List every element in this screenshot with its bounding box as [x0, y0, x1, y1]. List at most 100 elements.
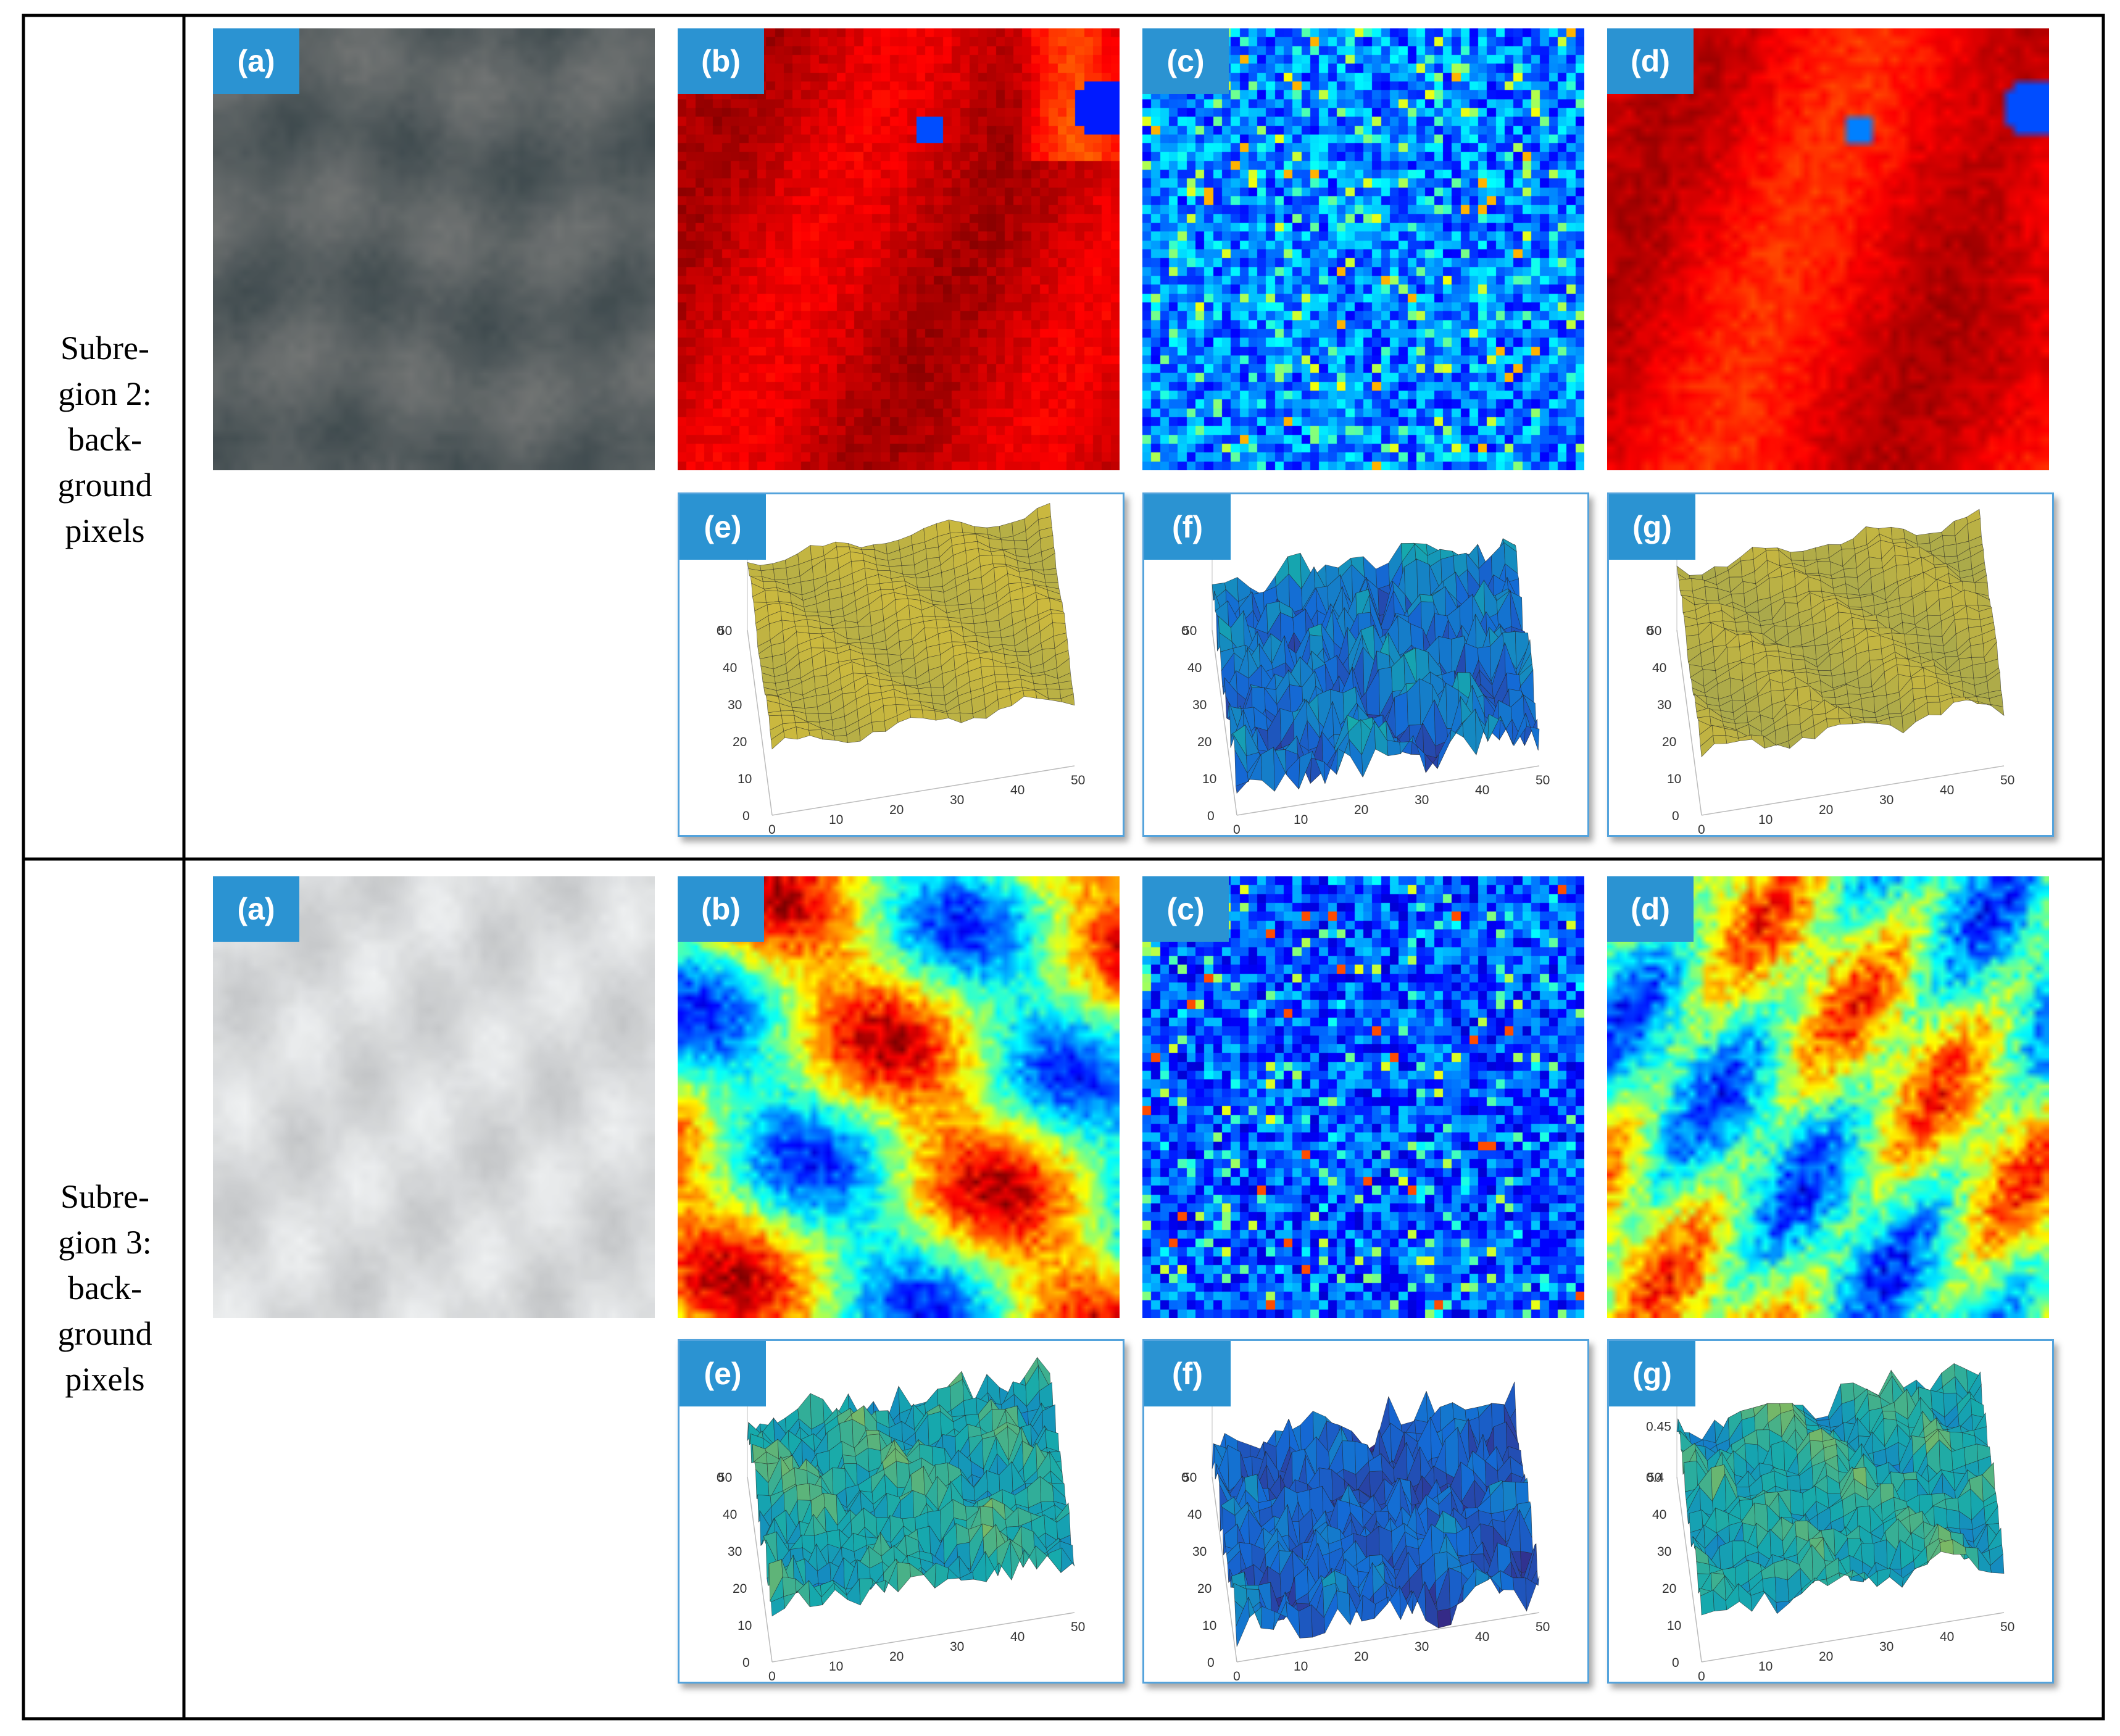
- surface-facet: [1702, 1419, 1716, 1443]
- surface-facet: [1815, 544, 1829, 560]
- jet-heatmap-icon: [1607, 28, 2049, 470]
- panel-r2-a: (a): [213, 876, 655, 1318]
- y-tick-label: 50: [718, 624, 732, 638]
- panel-r2-e: 010203040500102030405000.5 (e): [678, 1339, 1124, 1684]
- rgb-photo-icon: [213, 876, 655, 1318]
- surface-facet: [1719, 1540, 1734, 1572]
- surface-facet: [1236, 779, 1250, 794]
- surface-facet: [1245, 1585, 1260, 1590]
- panel-tag: (e): [680, 1341, 766, 1406]
- x-tick-label: 40: [1010, 1630, 1025, 1644]
- surface-facet: [916, 576, 931, 588]
- x-tick-label: 40: [1010, 783, 1025, 797]
- surface-facet: [1839, 717, 1853, 725]
- surface-facet: [1774, 1558, 1788, 1580]
- surface-facet: [1684, 1460, 1698, 1492]
- surface-mesh: [1212, 1381, 1540, 1647]
- x-tick-label: 30: [950, 1640, 964, 1654]
- surface-facet: [1972, 662, 1987, 679]
- x-tick-label: 50: [1071, 773, 1085, 787]
- y-tick-label: 50: [1183, 624, 1197, 638]
- surface-facet: [917, 587, 931, 591]
- z-tick-label: 0: [1181, 1471, 1189, 1485]
- surface-facet: [1990, 1553, 2005, 1574]
- x-tick-label: 40: [1940, 1630, 1954, 1644]
- x-tick-label: 0: [1233, 823, 1241, 835]
- row-label-line: ground: [57, 467, 152, 504]
- surface-facet: [999, 522, 1013, 539]
- surface-facet: [772, 559, 787, 570]
- 3d-surface-plot-icon: 010203040500102030405000.5: [717, 502, 1085, 835]
- y-tick-label: 10: [1202, 1619, 1216, 1633]
- surface-facet: [805, 713, 820, 723]
- surface-facet: [842, 1455, 857, 1464]
- surface-facet: [1047, 688, 1062, 699]
- x-tick-label: 0: [768, 1669, 776, 1682]
- panel-tag: (c): [1142, 28, 1229, 94]
- y-tick-label: 10: [1667, 1619, 1681, 1633]
- surface-facet: [871, 721, 886, 733]
- panel-r1-e: 010203040500102030405000.5 (e): [678, 492, 1124, 837]
- 3d-surface-plot-icon: 010203040500102030405000.5: [1181, 508, 1550, 835]
- panel-r1-g: 010203040500102030405000.5 (g): [1607, 492, 2054, 837]
- surface-facet: [1787, 1475, 1801, 1491]
- surface-facet: [1420, 594, 1434, 603]
- surface-facet: [974, 526, 988, 534]
- y-tick-label: 10: [1667, 772, 1681, 786]
- y-tick-label: 20: [733, 1582, 747, 1596]
- axis-line: [1212, 1476, 1237, 1663]
- row-label-line: gion 3:: [58, 1224, 152, 1261]
- y-tick-label: 30: [728, 1545, 742, 1559]
- surface-facet: [1970, 643, 1985, 658]
- y-tick-label: 0: [1672, 809, 1679, 823]
- y-tick-label: 0: [1207, 809, 1215, 823]
- surface-facet: [921, 709, 936, 721]
- y-tick-label: 40: [1187, 661, 1202, 675]
- axis-line: [1701, 1612, 2005, 1663]
- x-tick-label: 20: [1819, 1650, 1833, 1664]
- surface-facet: [1060, 693, 1075, 706]
- axis-line: [1236, 765, 1540, 816]
- surface-facet: [861, 648, 876, 655]
- panel-tag: (a): [213, 876, 299, 942]
- x-tick-label: 30: [1415, 1640, 1429, 1654]
- surface-mesh: [747, 502, 1075, 750]
- surface-facet: [1943, 544, 1958, 557]
- y-tick-label: 40: [723, 1508, 737, 1522]
- row-label-line: Subre-: [60, 330, 149, 367]
- panel-tag: (f): [1144, 1341, 1231, 1406]
- surface-facet: [846, 626, 860, 640]
- y-tick-label: 30: [1657, 1545, 1671, 1559]
- y-tick-label: 40: [1652, 661, 1666, 675]
- panel-r2-b: (b): [678, 876, 1120, 1318]
- surface-facet: [1863, 721, 1879, 724]
- row-label-line: pixels: [65, 1361, 145, 1398]
- x-tick-label: 10: [1758, 1659, 1773, 1674]
- surface-facet: [1868, 557, 1883, 570]
- panel-tag: (c): [1142, 876, 1229, 942]
- surface-facet: [908, 704, 923, 710]
- row-label-subregion-3: Subre- gion 3: back- ground pixels: [28, 1174, 182, 1402]
- x-tick-label: 0: [768, 823, 776, 835]
- surface-facet: [1525, 713, 1540, 750]
- x-tick-label: 0: [1698, 1669, 1705, 1682]
- x-tick-label: 30: [950, 793, 964, 807]
- jet-heatmap-icon: [678, 28, 1120, 470]
- jet-heatmap-icon: [678, 876, 1120, 1318]
- y-tick-label: 50: [718, 1471, 732, 1485]
- surface-facet: [1735, 621, 1750, 632]
- surface-facet: [1790, 1489, 1804, 1516]
- surface-facet: [1713, 735, 1727, 744]
- surface-facet: [1876, 1568, 1891, 1587]
- z-tick-label: 0: [1646, 624, 1653, 638]
- surface-facet: [1502, 1481, 1517, 1512]
- y-tick-label: 0: [1672, 1656, 1679, 1670]
- y-tick-label: 20: [1197, 735, 1212, 749]
- panel-r2-c: (c): [1142, 876, 1584, 1318]
- jet-heatmap-icon: [1142, 28, 1584, 470]
- z-tick-label: 0.4: [1646, 1471, 1665, 1485]
- surface-mesh: [1676, 509, 2005, 758]
- y-tick-label: 40: [1652, 1508, 1666, 1522]
- surface-facet: [897, 1562, 911, 1593]
